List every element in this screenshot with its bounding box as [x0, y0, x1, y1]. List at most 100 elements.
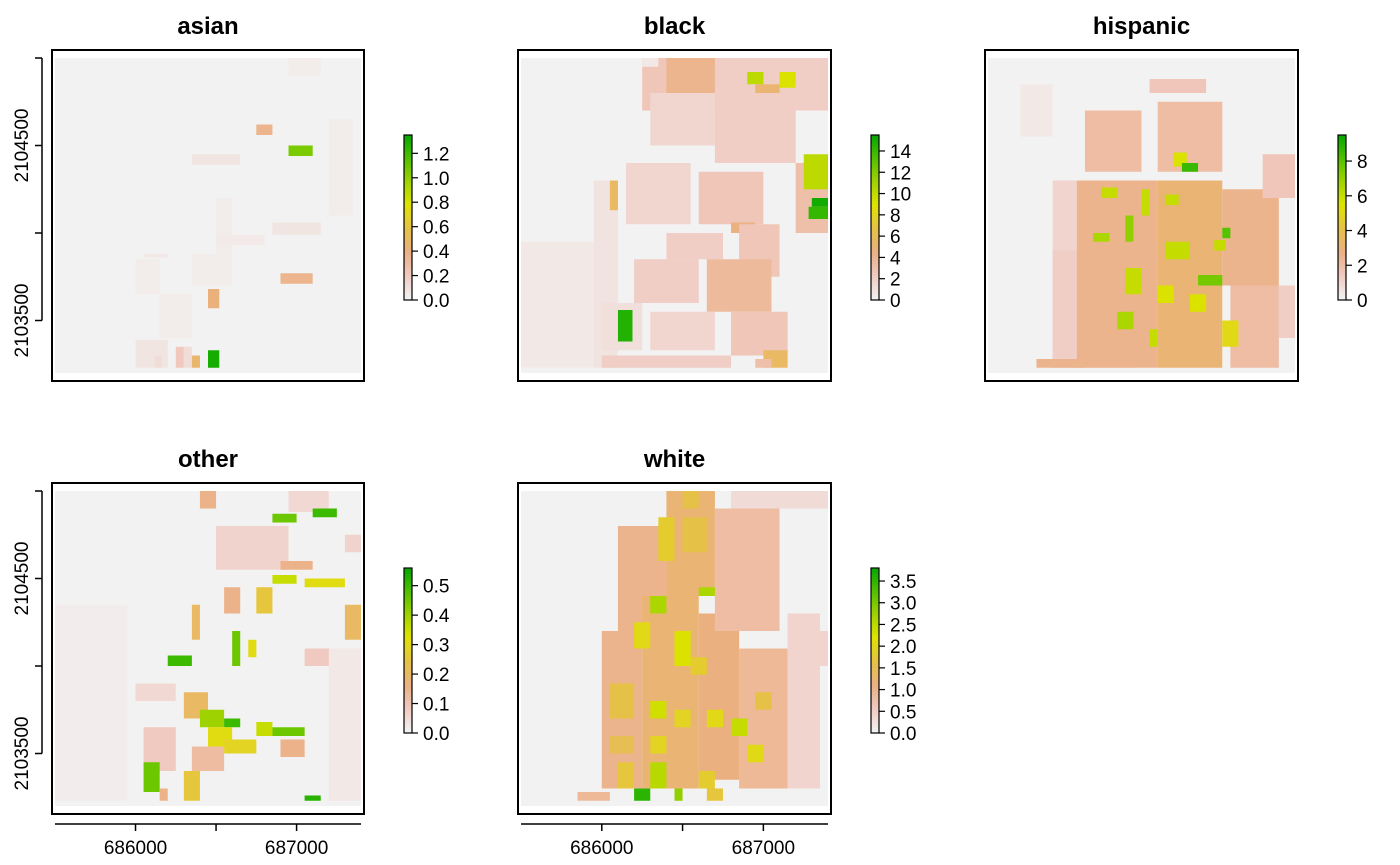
legend-swatch [871, 724, 879, 728]
legend-frame [403, 134, 413, 301]
legend-swatch [871, 658, 879, 662]
legend-swatch [404, 231, 412, 235]
legend-swatch [1338, 159, 1346, 163]
legend-swatch [404, 716, 412, 720]
legend-swatch [404, 148, 412, 152]
raster-cell [1052, 250, 1077, 368]
raster-cell [1165, 194, 1179, 205]
raster-cell [191, 355, 200, 368]
raster-cell [208, 289, 220, 309]
legend-swatch [404, 606, 412, 610]
legend-tick-label: 0.8 [423, 193, 449, 214]
legend-tick-label: 0.4 [423, 606, 450, 627]
legend-tick-label: 12 [890, 163, 911, 184]
legend-swatch [404, 297, 412, 301]
legend-swatch [871, 170, 879, 174]
raster-cell [135, 683, 176, 701]
y-axis: 2103500 2104500 [12, 57, 43, 358]
legend-swatch [404, 209, 412, 213]
legend-colorbar: 0.0 0.1 0.2 0.3 0.4 0.5 [403, 567, 450, 745]
legend-tick-label: 2 [1357, 256, 1368, 277]
raster-cell [634, 622, 651, 649]
raster-cell [731, 311, 788, 356]
legend-swatch [404, 242, 412, 246]
raster-cell [328, 119, 353, 216]
legend-swatch [871, 278, 879, 282]
legend-swatch [404, 179, 412, 183]
legend-tick-label: 2.0 [890, 637, 916, 658]
legend-swatch [404, 275, 412, 279]
legend-swatch [871, 261, 879, 265]
raster-cell [304, 578, 345, 588]
panel-hispanic: hispanic 0 2 4 6 8 [984, 13, 1368, 382]
raster-cell [682, 491, 699, 509]
legend-swatch [404, 195, 412, 199]
legend-swatch [404, 724, 412, 728]
legend-frame [1337, 134, 1347, 301]
legend-swatch [1338, 201, 1346, 205]
y-tick-label: 2103500 [12, 717, 33, 791]
legend-swatch [404, 661, 412, 665]
raster-cell [739, 648, 788, 789]
legend-swatch [871, 592, 879, 596]
legend-swatch [404, 595, 412, 599]
legend-swatch [1338, 267, 1346, 271]
raster-cell [1278, 285, 1295, 338]
raster-cell [674, 788, 683, 801]
panel-white: white 686000 687000 0.00.51.01.52.02.53.03.… [517, 446, 916, 859]
legend-swatch [871, 713, 879, 717]
legend-swatch [404, 173, 412, 177]
raster-cell [698, 171, 764, 225]
legend-swatch [871, 140, 879, 144]
raster-cell [1181, 163, 1199, 172]
raster-cell [304, 795, 321, 801]
legend-swatch [1338, 223, 1346, 227]
legend-colorbar: 0.0 0.2 0.4 0.6 0.8 1.0 1.2 [403, 134, 450, 312]
legend-swatch [404, 261, 412, 265]
raster-cell [199, 491, 217, 509]
legend-swatch [404, 587, 412, 591]
legend-swatch [871, 225, 879, 229]
raster-cell [747, 72, 764, 85]
legend-swatch [1338, 247, 1346, 251]
legend-swatch [404, 730, 412, 734]
raster-cell [808, 206, 828, 219]
legend-swatch [404, 176, 412, 180]
legend-swatch [404, 691, 412, 695]
legend-swatch [404, 700, 412, 704]
legend-tick-label: 0 [1357, 291, 1368, 312]
legend-swatch [404, 658, 412, 662]
legend-swatch [1338, 225, 1346, 229]
legend-swatch [871, 291, 879, 295]
legend-swatch [871, 148, 879, 152]
legend-swatch [404, 686, 412, 690]
legend-swatch [1338, 135, 1346, 139]
plot-frame [517, 49, 832, 382]
legend-swatch [871, 286, 879, 290]
panel-title: white [643, 446, 705, 473]
legend-swatch [404, 727, 412, 731]
legend-swatch [404, 286, 412, 290]
raster-cell [674, 709, 691, 728]
y-tick-label: 2103500 [12, 284, 33, 358]
legend-swatch [1338, 256, 1346, 260]
raster-cells [55, 491, 361, 801]
legend-swatch [404, 223, 412, 227]
legend-swatch [404, 628, 412, 632]
raster-cell [642, 58, 659, 67]
raster-cell [1198, 275, 1223, 286]
legend-tick-label: 0.2 [423, 267, 449, 288]
legend-swatch [404, 573, 412, 577]
legend-swatch [871, 590, 879, 594]
legend-swatch [871, 587, 879, 591]
legend-swatch [404, 143, 412, 147]
legend-swatch [1338, 154, 1346, 158]
legend-swatch [871, 228, 879, 232]
legend-swatch [404, 650, 412, 654]
legend-swatch [871, 214, 879, 218]
legend-swatch [1338, 272, 1346, 276]
legend-swatch [871, 162, 879, 166]
legend-swatch [404, 203, 412, 207]
legend-swatch [404, 601, 412, 605]
